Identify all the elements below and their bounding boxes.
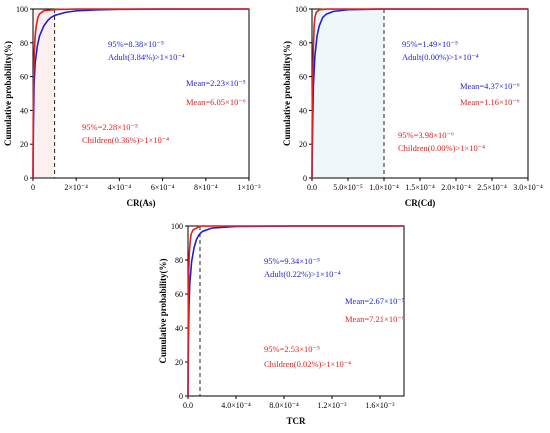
panel3-adult-exceed-annotation: Adult(0.22%)>1×10⁻⁴ bbox=[264, 269, 341, 279]
panel3-x-tick-label: 4.0×10⁻⁴ bbox=[221, 401, 251, 410]
panel3-x-axis-label: TCR bbox=[286, 416, 306, 426]
panel1-adult-p95-annotation: 95%=8.38×10⁻⁵ bbox=[108, 39, 164, 49]
panel2-x-axis-label: CR(Cd) bbox=[405, 198, 436, 208]
panel2-children-mean-annotation: Mean=1.16×10⁻⁶ bbox=[460, 97, 520, 107]
panel1-plot-frame bbox=[32, 8, 250, 179]
panel3-chart: 0 20 40 60 80 100 0.0 4.0×10⁻⁴ 8.0×10⁻⁴ 1.2×10⁻³ 1… bbox=[158, 222, 405, 426]
panel2-x-tick-label: 1.5×10⁻⁴ bbox=[405, 183, 435, 192]
panel3-children-cdf-line bbox=[187, 225, 404, 397]
panel2-x-tick-label: 5.0×10⁻⁵ bbox=[333, 183, 363, 192]
panel3-x-tick-label: 1.2×10⁻³ bbox=[317, 401, 347, 410]
panel2-adult-p95-annotation: 95%=1.49×10⁻⁵ bbox=[402, 39, 458, 49]
panel3-y-tick-label: 20 bbox=[175, 358, 183, 367]
panel3-children-exceed-annotation: Children(0.02%)>1×10⁻⁴ bbox=[264, 359, 351, 369]
panel3-adult-p95-annotation: 95%=9.34×10⁻⁵ bbox=[264, 256, 320, 266]
panel2-x-tick-label: 1.0×10⁻⁴ bbox=[369, 183, 399, 192]
panel2-x-tick-label: 3.0×10⁻⁴ bbox=[513, 183, 543, 192]
panel3-children-mean-annotation: Mean=7.21×10⁻⁶ bbox=[345, 314, 405, 324]
panel1-adult-exceed-annotation: Adult(3.84%)>1×10⁻⁴ bbox=[108, 52, 185, 62]
panel2-y-tick-label: 0 bbox=[303, 174, 307, 183]
panel1-chart: 0 20 40 60 80 100 0 2×10⁻⁴ 4×10⁻⁴ 6×10⁻⁴ 8×10⁻⁴ 1×1… bbox=[3, 5, 261, 208]
panel2-y-tick-label: 40 bbox=[299, 106, 307, 115]
panel3-adult-cdf-line bbox=[187, 225, 405, 397]
panel2-adult-mean-annotation: Mean=4.37×10⁻⁶ bbox=[460, 81, 520, 91]
panel1-adult-cdf-line bbox=[32, 8, 250, 179]
panel2-chart: 0 20 40 60 80 100 0.0 5.0×10⁻⁵ 1.0×10⁻⁴ 1.5×10⁻⁴ 2… bbox=[282, 5, 543, 208]
panel1-y-tick-label: 20 bbox=[20, 140, 28, 149]
panel1-children-mean-annotation: Mean=6.05×10⁻⁶ bbox=[186, 97, 246, 107]
panel2-y-tick-label: 60 bbox=[299, 73, 307, 82]
panel1-children-exceed-annotation: Children(0.36%)>1×10⁻⁴ bbox=[82, 135, 169, 145]
panel2-shaded-region bbox=[312, 9, 384, 178]
panel3-y-tick-label: 100 bbox=[171, 222, 183, 231]
panel2-x-tick-label: 0.0 bbox=[307, 183, 317, 192]
panel1-children-cdf-line bbox=[32, 8, 250, 179]
panel1-y-tick-label: 60 bbox=[20, 73, 28, 82]
panel1-x-tick-label: 8×10⁻⁴ bbox=[194, 183, 218, 192]
panel1-y-tick-label: 0 bbox=[24, 174, 28, 183]
panel3-y-axis-label: Cumulative probability(%) bbox=[158, 258, 168, 363]
panel1-y-axis-label: Cumulative probability(%) bbox=[3, 41, 13, 146]
panel2-y-tick-label: 80 bbox=[299, 39, 307, 48]
panel1-y-tick-label: 80 bbox=[20, 39, 28, 48]
panel1-x-tick-label: 4×10⁻⁴ bbox=[108, 183, 132, 192]
panel3-children-p95-annotation: 95%=2.53×10⁻⁵ bbox=[264, 344, 320, 354]
panel1-shaded-region bbox=[33, 9, 55, 178]
panel3-adult-mean-annotation: Mean=2.67×10⁻⁵ bbox=[345, 296, 405, 306]
panel1-x-tick-label: 1×10⁻³ bbox=[237, 183, 261, 192]
panel1-y-tick-label: 100 bbox=[16, 5, 28, 14]
panel2-y-tick-label: 100 bbox=[295, 5, 307, 14]
panel1-x-tick-label: 2×10⁻⁴ bbox=[64, 183, 88, 192]
panel2-children-exceed-annotation: Children(0.00%)>1×10⁻⁴ bbox=[398, 143, 485, 153]
panel3-y-tick-label: 0 bbox=[179, 392, 183, 401]
panel1-x-tick-label: 6×10⁻⁴ bbox=[151, 183, 175, 192]
panel2-adult-exceed-annotation: Adult(0.00%)>1×10⁻⁴ bbox=[402, 52, 479, 62]
panel1-children-p95-annotation: 95%=2.28×10⁻⁵ bbox=[82, 122, 138, 132]
panel1-x-tick-label: 0 bbox=[31, 183, 35, 192]
panel2-y-axis-label: Cumulative probability(%) bbox=[282, 41, 292, 146]
panel3-x-tick-label: 1.6×10⁻³ bbox=[365, 401, 395, 410]
panel2-children-p95-annotation: 95%=3.98×10⁻⁶ bbox=[398, 130, 454, 140]
panel3-y-tick-label: 80 bbox=[175, 256, 183, 265]
panel2-x-tick-label: 2.5×10⁻⁴ bbox=[477, 183, 507, 192]
panel3-y-tick-label: 60 bbox=[175, 290, 183, 299]
panel2-y-tick-label: 20 bbox=[299, 140, 307, 149]
panel1-x-axis-label: CR(As) bbox=[127, 198, 156, 208]
panel1-y-tick-label: 40 bbox=[20, 106, 28, 115]
panel3-x-tick-label: 0.0 bbox=[183, 401, 193, 410]
panel3-x-tick-label: 8.0×10⁻⁴ bbox=[269, 401, 299, 410]
panel2-children-cdf-line bbox=[311, 8, 529, 179]
panel3-y-tick-label: 40 bbox=[175, 324, 183, 333]
panel3-plot-frame bbox=[187, 225, 405, 397]
panel1-adult-mean-annotation: Mean=2.23×10⁻⁵ bbox=[186, 78, 246, 88]
panel2-x-tick-label: 2.0×10⁻⁴ bbox=[441, 183, 471, 192]
